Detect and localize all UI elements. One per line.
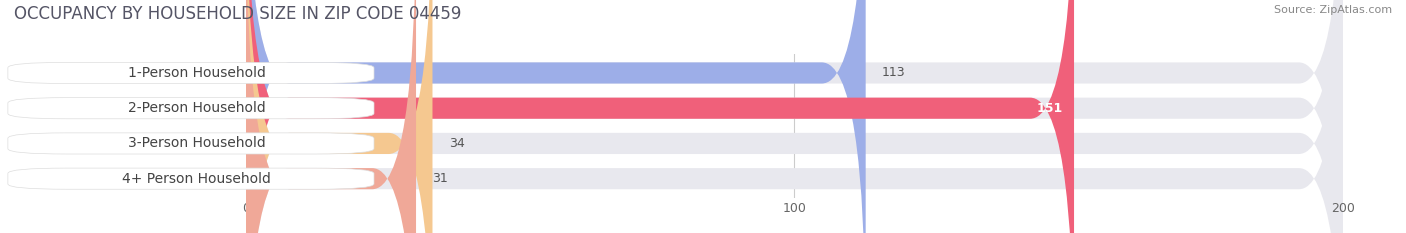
- FancyBboxPatch shape: [246, 0, 416, 233]
- FancyBboxPatch shape: [246, 0, 1343, 233]
- FancyBboxPatch shape: [8, 98, 374, 119]
- Text: 4+ Person Household: 4+ Person Household: [122, 172, 271, 186]
- Text: Source: ZipAtlas.com: Source: ZipAtlas.com: [1274, 5, 1392, 15]
- Text: 1-Person Household: 1-Person Household: [128, 66, 266, 80]
- Text: 113: 113: [882, 66, 905, 79]
- Text: 3-Person Household: 3-Person Household: [128, 137, 266, 151]
- FancyBboxPatch shape: [8, 133, 374, 154]
- Text: OCCUPANCY BY HOUSEHOLD SIZE IN ZIP CODE 04459: OCCUPANCY BY HOUSEHOLD SIZE IN ZIP CODE …: [14, 5, 461, 23]
- Text: 2-Person Household: 2-Person Household: [128, 101, 266, 115]
- Text: 151: 151: [1036, 102, 1063, 115]
- Text: 31: 31: [433, 172, 449, 185]
- FancyBboxPatch shape: [246, 0, 1343, 233]
- FancyBboxPatch shape: [246, 0, 1074, 233]
- FancyBboxPatch shape: [246, 0, 433, 233]
- Text: 34: 34: [449, 137, 465, 150]
- FancyBboxPatch shape: [246, 0, 866, 233]
- FancyBboxPatch shape: [8, 62, 374, 84]
- FancyBboxPatch shape: [8, 168, 374, 189]
- FancyBboxPatch shape: [246, 0, 1343, 233]
- FancyBboxPatch shape: [246, 0, 1343, 233]
